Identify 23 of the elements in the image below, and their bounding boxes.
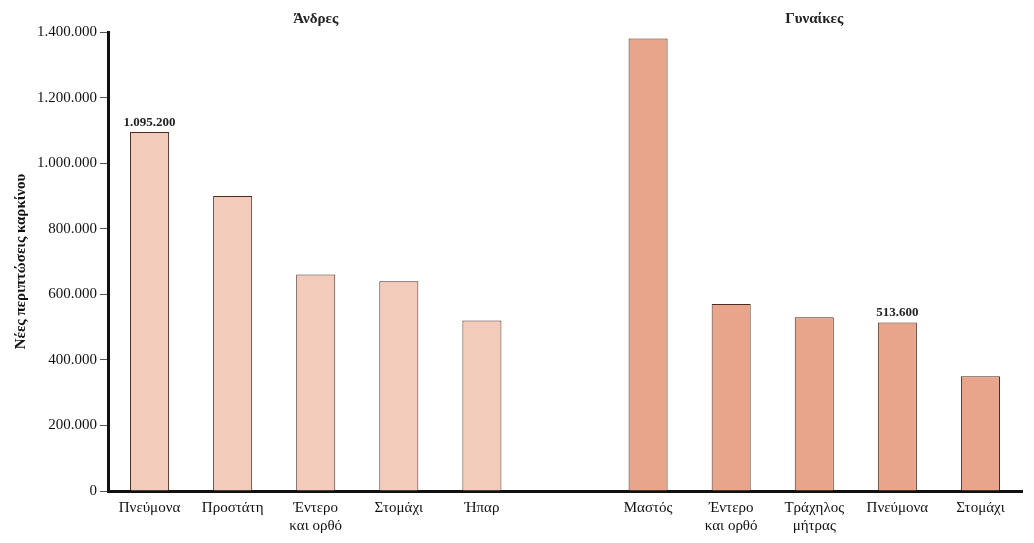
- y-axis-title: Νέες περιπτώσεις καρκίνου: [11, 173, 28, 350]
- y-tick-label: 600.000: [48, 285, 97, 302]
- data-label: 513.600: [876, 304, 919, 320]
- y-tick-label: 200.000: [48, 416, 97, 433]
- y-tick-label: 800.000: [48, 219, 97, 236]
- y-tick-label: 1.000.000: [37, 154, 97, 171]
- x-tick-label: Προστάτη: [201, 498, 264, 515]
- text: Άνδρες: [293, 10, 339, 27]
- x-tick-label: Στομάχι: [374, 498, 424, 515]
- x-tick-label: Έντερο και ορθό: [289, 498, 343, 533]
- x-tick-label: Πνεύμονα: [118, 498, 181, 515]
- x-tick-label: Μαστός: [623, 498, 673, 515]
- x-tick-label: Πνεύμονα: [866, 498, 929, 515]
- y-tick-label: 0: [89, 481, 97, 498]
- y-tick-label: 400.000: [48, 350, 97, 367]
- text: Γυναίκες: [785, 10, 844, 27]
- x-tick-label: Στομάχι: [956, 498, 1005, 515]
- x-tick-label: Έντερο και ορθό: [704, 498, 758, 533]
- y-tick-label: 1.200.000: [37, 88, 97, 105]
- y-tick-label: 1.400.000: [37, 22, 97, 39]
- x-tick-label: Τράχηλος μήτρας: [784, 498, 845, 533]
- data-label: 1.095.200: [123, 113, 176, 129]
- x-tick-label: Ήπαρ: [463, 498, 500, 515]
